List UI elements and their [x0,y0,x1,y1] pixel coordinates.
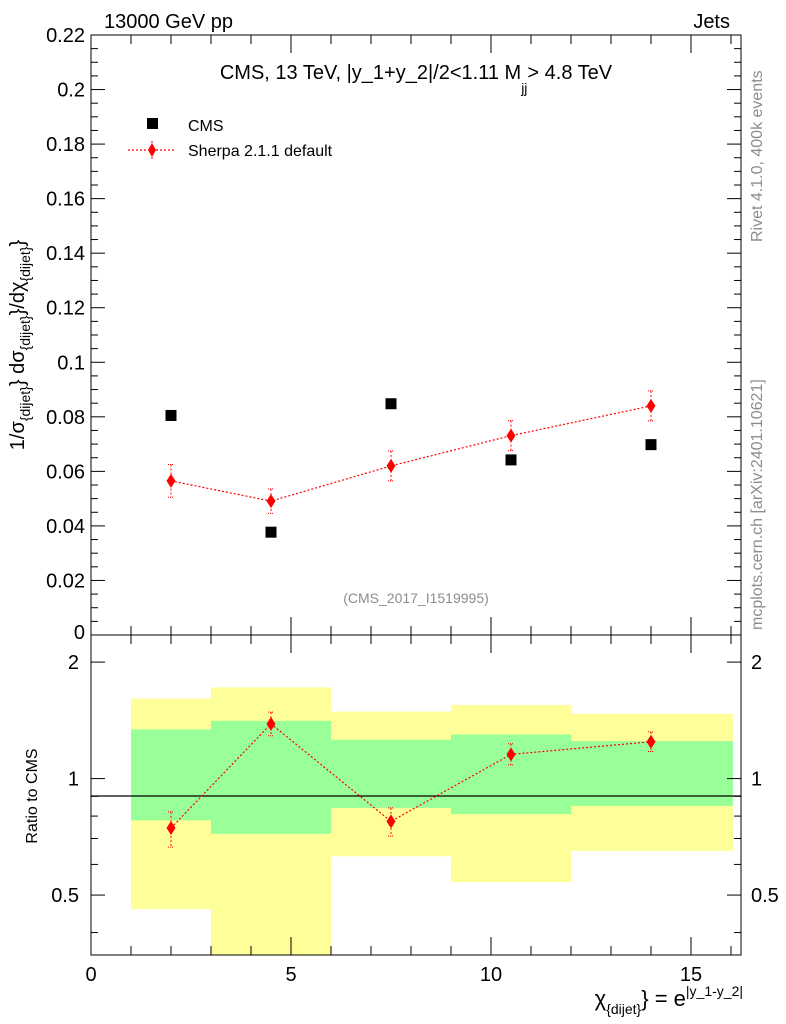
header-right: Jets [693,11,730,33]
main-y-tick-label: 0.04 [46,516,85,538]
ratio-frame [90,634,742,956]
ratio-data-point [166,821,176,836]
sherpa-data-point [506,428,516,443]
ratio-data-point [646,734,656,749]
sherpa-line [170,405,652,502]
main-title: CMS, 13 TeV, |y_1+y_2|/2<1.11 Mjj> 4.8 T… [220,62,613,96]
ratio-x-tick-label: 0 [85,964,96,986]
cms-data-point [265,526,277,538]
ylabel-part-2: {dijet} [17,386,33,421]
xlabel-part-3: } = e [641,986,686,1011]
ratio-band-green [211,720,331,834]
main-y-tick-label: 0.02 [46,570,85,592]
main-title-text: CMS, 13 TeV, |y_1+y_2|/2<1.11 M [220,62,521,84]
main-title-tail: > 4.8 TeV [527,62,612,84]
main-y-tick-label: 0.14 [46,243,85,265]
legend-cms-marker [147,118,158,129]
ylabel-part-5: }/dχ [7,281,29,315]
ratio-y-axis-label: Ratio to CMS [24,748,41,843]
cms-data-point [645,439,657,451]
ratio-band-green [451,734,571,814]
ratio-bands [131,687,733,955]
ratio-x-tick-label: 5 [285,964,296,986]
main-y-tick-label: 0.08 [46,407,85,429]
ratio-data-point [506,747,516,762]
cms-data-point [505,454,517,466]
main-y-tick-label: 0.12 [46,298,85,320]
main-marks [165,390,657,538]
main-y-axis-label: 1/σ{dijet}} dσ{dijet}}/dχ{dijet}} [7,239,33,450]
ratio-x-tick-label: 15 [680,964,702,986]
main-y-tick-label: 0.2 [57,80,85,102]
ylabel-part-4: {dijet} [17,315,33,350]
legend-sherpa-label: Sherpa 2.1.1 default [188,143,333,160]
ratio-x-tick-label: 10 [480,964,502,986]
ratio-y-tick-label-left: 2 [68,652,79,674]
main-y-tick-label: 0.22 [46,25,85,47]
ylabel-part-1: 1/σ [7,421,29,451]
ratio-y-tick-label-left: 0.5 [51,885,79,907]
rivet-version-text: Rivet 4.1.0, 400k events [749,70,766,242]
main-title-sub: jj [520,80,527,96]
ylabel-part-6: {dijet} [17,246,33,281]
ratio-data-point [386,814,396,829]
x-axis-label: χ{dijet}} = e|y_1-y_2| [595,983,743,1017]
main-y-tick-label: 0.16 [46,189,85,211]
header-left: 13000 GeV pp [104,11,233,33]
sherpa-data-point [646,398,656,413]
ratio-marks [166,711,656,848]
main-x-ticks [90,35,732,635]
legend-cms-label: CMS [188,118,224,135]
main-panel: 0.02 0.04 0.06 0.08 0.1 0.12 0.14 0.16 0.18 0.2 0.… [7,25,742,644]
ratio-band-green [331,739,451,808]
ratio-y-tick-label-right: 0.5 [751,885,779,907]
main-y-tick-label: 0.18 [46,134,85,156]
ratio-y-tick-label-right: 2 [751,652,762,674]
cms-data-point [165,409,177,421]
xlabel-part-1: χ [595,986,607,1011]
ylabel-part-3: } dσ [7,350,29,386]
main-y-tick-label: 0.06 [46,461,85,483]
ratio-ticks: 0 5 10 15 0.5 0.5 1 1 2 2 [51,635,779,986]
xlabel-part-2: {dijet} [606,1001,641,1017]
sherpa-data-point [266,494,276,509]
main-y-tick-label-zero: 0 [74,622,85,644]
ylabel-part-7: } [7,239,29,246]
xlabel-part-4: |y_1-y_2| [686,983,743,999]
cms-data-point [385,398,397,410]
sherpa-data-point [166,473,176,488]
sherpa-data-point [386,458,396,473]
analysis-id: (CMS_2017_I1519995) [343,590,489,606]
mcplots-reference-text: mcplots.cern.ch [arXiv:2401.10621] [749,379,766,630]
ratio-line [170,723,652,829]
main-y-tick-label: 0.1 [57,352,85,374]
ratio-data-point [266,716,276,731]
ratio-panel: 0 5 10 15 0.5 0.5 1 1 2 2 Ratio to CMS χ{dijet}} … [24,634,779,1017]
main-y-ticks: 0.02 0.04 0.06 0.08 0.1 0.12 0.14 0.16 0.18 0.2 0.… [46,25,741,644]
ratio-y-tick-label-left: 1 [68,769,79,791]
ratio-y-tick-label-right: 1 [751,769,762,791]
ratio-band-green [131,729,211,821]
